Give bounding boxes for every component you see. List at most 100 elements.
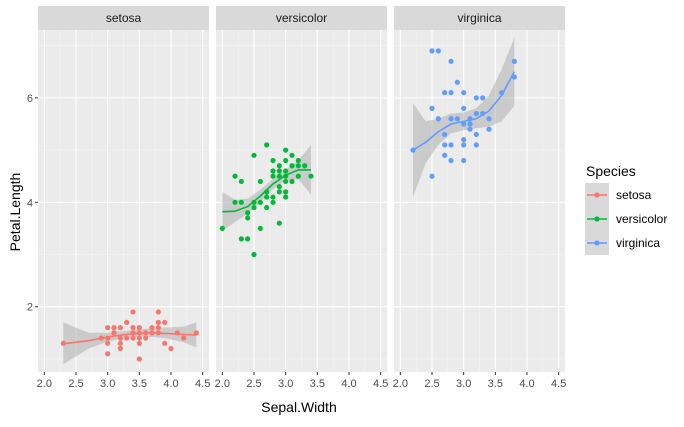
legend-key-point — [594, 240, 600, 246]
data-point-versicolor — [270, 173, 276, 179]
data-point-virginica — [486, 116, 492, 122]
legend-entry-setosa: setosa — [585, 183, 652, 207]
facet-strip-setosa — [38, 6, 209, 30]
data-point-setosa — [162, 340, 168, 346]
data-point-versicolor — [251, 251, 257, 258]
x-tick-label: 2.0 — [215, 378, 230, 390]
data-point-versicolor — [232, 199, 238, 205]
data-point-virginica — [480, 95, 486, 101]
data-point-versicolor — [283, 168, 289, 174]
data-point-virginica — [448, 142, 454, 148]
data-point-versicolor — [264, 194, 270, 200]
data-point-virginica — [461, 90, 467, 96]
data-point-setosa — [136, 335, 142, 341]
facet-panel-setosa: setosa — [38, 6, 209, 372]
data-point-setosa — [143, 330, 149, 336]
data-point-setosa — [149, 330, 155, 336]
data-point-versicolor — [276, 220, 282, 226]
data-point-setosa — [130, 309, 136, 315]
x-tick-label: 2.0 — [37, 378, 52, 390]
data-point-versicolor — [276, 173, 282, 179]
data-point-versicolor — [219, 225, 225, 232]
legend-title: Species — [586, 163, 636, 179]
data-point-versicolor — [245, 210, 251, 216]
data-point-versicolor — [264, 204, 270, 211]
data-point-versicolor — [308, 173, 314, 179]
data-point-setosa — [98, 335, 104, 341]
data-point-setosa — [168, 345, 174, 352]
data-point-versicolor — [283, 173, 289, 179]
data-point-versicolor — [238, 178, 244, 185]
data-point-versicolor — [245, 236, 251, 242]
data-point-versicolor — [238, 236, 244, 242]
confidence-band-versicolor — [222, 144, 311, 231]
data-point-virginica — [442, 152, 448, 158]
data-point-setosa — [155, 309, 161, 315]
data-point-setosa — [111, 330, 117, 336]
data-point-versicolor — [289, 178, 295, 185]
data-point-setosa — [149, 325, 155, 331]
x-axis-title: Sepal.Width — [261, 399, 336, 415]
data-point-virginica — [454, 116, 460, 122]
data-point-versicolor — [251, 204, 257, 211]
data-point-virginica — [511, 58, 517, 64]
data-point-virginica — [435, 116, 441, 122]
data-point-virginica — [429, 48, 435, 54]
x-tick-label: 4.0 — [519, 378, 534, 390]
x-tick-label: 4.5 — [551, 378, 566, 390]
facet-strip-virginica — [394, 6, 565, 30]
data-point-virginica — [410, 147, 416, 153]
data-point-versicolor — [283, 157, 289, 164]
x-tick-label: 3.5 — [488, 378, 503, 390]
data-point-virginica — [473, 110, 479, 117]
data-point-versicolor — [270, 157, 276, 164]
data-point-versicolor — [245, 215, 251, 221]
data-point-versicolor — [264, 189, 270, 195]
data-point-setosa — [155, 325, 161, 331]
data-point-setosa — [136, 330, 142, 336]
x-tick-label: 3.0 — [278, 378, 293, 390]
y-tick-label: 4 — [27, 197, 33, 209]
x-tick-label: 3.5 — [310, 378, 325, 390]
data-point-setosa — [136, 340, 142, 346]
data-point-virginica — [429, 105, 435, 111]
data-point-versicolor — [295, 157, 301, 164]
data-point-setosa — [117, 345, 123, 352]
data-point-virginica — [461, 137, 467, 143]
data-point-versicolor — [251, 152, 257, 158]
data-point-virginica — [448, 157, 454, 164]
x-tick-label: 4.0 — [163, 378, 178, 390]
data-point-versicolor — [276, 168, 282, 174]
data-point-setosa — [155, 319, 161, 325]
facet-panel-virginica: virginica — [394, 6, 565, 372]
data-point-virginica — [448, 90, 454, 96]
facet-strip-label-virginica: virginica — [457, 11, 501, 25]
facet-strip-label-setosa: setosa — [106, 11, 142, 25]
data-point-versicolor — [251, 199, 257, 205]
x-tick-label: 2.0 — [393, 378, 408, 390]
data-point-setosa — [130, 335, 136, 341]
data-point-setosa — [111, 325, 117, 331]
data-point-setosa — [105, 325, 111, 331]
x-tick-label: 4.0 — [341, 378, 356, 390]
data-point-virginica — [435, 48, 441, 54]
facet-strip-versicolor — [216, 6, 387, 30]
data-point-versicolor — [283, 147, 289, 153]
data-point-versicolor — [264, 142, 270, 148]
x-tick-label: 2.5 — [246, 378, 261, 390]
data-point-setosa — [136, 356, 142, 362]
legend-label: setosa — [616, 188, 652, 202]
legend: Species setosa versicolor virginica — [585, 163, 667, 255]
x-tick-label: 3.5 — [132, 378, 147, 390]
data-point-setosa — [174, 330, 180, 336]
data-point-versicolor — [270, 194, 276, 200]
data-point-setosa — [117, 340, 123, 346]
data-point-virginica — [442, 90, 448, 96]
data-point-virginica — [486, 126, 492, 132]
data-point-virginica — [448, 58, 454, 64]
data-point-setosa — [181, 335, 187, 341]
x-tick-label: 2.5 — [68, 378, 83, 390]
confidence-band-virginica — [413, 37, 515, 198]
data-point-setosa — [124, 335, 130, 341]
